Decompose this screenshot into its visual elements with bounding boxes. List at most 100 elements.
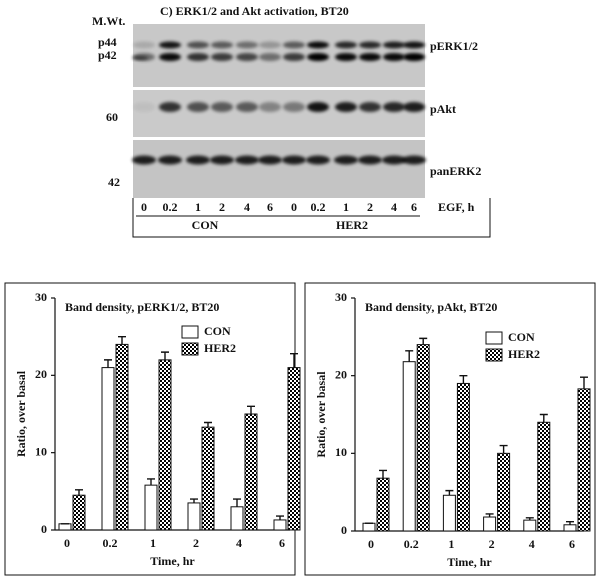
mw-label: M.Wt. [92,14,125,28]
band [159,102,181,112]
band [236,102,258,112]
band [187,102,209,112]
band [358,155,382,165]
y-axis-label: Ratio, over basal [314,371,328,458]
y-tick-label: 20 [335,367,347,381]
x-tick-label: 0 [64,536,70,550]
target-label: pAkt [430,102,456,116]
band [335,53,357,61]
bar [72,494,86,531]
band [187,53,209,61]
band [306,155,330,165]
band [283,102,305,112]
band [187,41,209,49]
bar [523,519,537,532]
error-bar [539,413,548,423]
band [403,41,425,49]
error-bar [247,405,255,414]
bar [144,484,158,531]
band [211,41,233,49]
y-tick-label: 0 [41,522,47,536]
y-tick-label: 30 [335,290,347,304]
x-tick-label: 1 [150,536,156,550]
x-tick-label: 4 [236,536,242,550]
band [335,102,357,112]
bar [58,523,72,531]
blot-panel [133,90,425,137]
x-tick-label: 4 [529,537,535,551]
band [186,155,210,165]
x-tick-label: 0.2 [103,536,118,550]
band [335,41,357,49]
error-bar [290,352,298,368]
band [159,41,181,49]
band [210,155,234,165]
band [235,155,259,165]
lane-label: 2 [219,200,225,214]
band [158,155,182,165]
lane-label: 0 [141,200,147,214]
error-bar [233,498,241,507]
marker-label: p44 [98,35,117,49]
band [282,155,306,165]
error-bar [525,517,534,521]
band [283,53,305,61]
band [307,53,329,61]
x-tick-label: 1 [448,537,454,551]
x-tick-label: 0.2 [404,537,419,551]
bar [483,516,497,532]
bar [402,361,416,532]
legend-label: HER2 [508,347,540,361]
band [359,41,381,49]
band [132,56,148,60]
lane-label: 6 [267,200,273,214]
y-tick-label: 30 [35,290,47,304]
band [132,155,156,165]
error-bar [147,478,155,486]
lane-label: 1 [195,200,201,214]
band [259,41,281,49]
bar [115,343,129,531]
x-tick-label: 2 [193,536,199,550]
y-tick-label: 20 [35,367,47,381]
error-bar [499,444,508,454]
chart-title: Band density, pAkt, BT20 [365,300,497,314]
error-bar [419,337,428,345]
bar [187,502,201,531]
lane-label: 0.2 [311,200,326,214]
lane-label: 4 [391,200,397,214]
legend-swatch [181,342,199,356]
bar [230,506,244,531]
error-bar [445,489,454,496]
treatment-label: EGF, h [438,200,475,214]
bar [577,388,591,532]
x-axis-label: Time, hr [447,555,492,569]
lane-label: 4 [244,200,250,214]
bar [376,477,390,532]
bar [563,524,577,532]
band [307,102,329,112]
legend-label: CON [508,330,535,344]
error-bar [459,374,468,384]
lane-label: 0 [291,200,297,214]
chart-frame [304,282,596,576]
bar [201,426,215,531]
band [258,155,282,165]
lane-label: 1 [343,200,349,214]
band [259,102,281,112]
band [259,53,281,61]
bar [362,522,376,532]
legend-swatch [485,331,503,345]
band [402,155,426,165]
band [211,102,233,112]
marker-label: 42 [108,175,120,189]
bar [456,382,470,532]
bar [416,344,430,532]
y-tick-label: 10 [335,445,347,459]
bar [442,494,456,532]
error-bar [204,421,212,428]
x-tick-label: 6 [569,537,575,551]
error-bar [580,376,588,389]
error-bar [379,469,387,479]
legend-label: HER2 [204,341,236,355]
